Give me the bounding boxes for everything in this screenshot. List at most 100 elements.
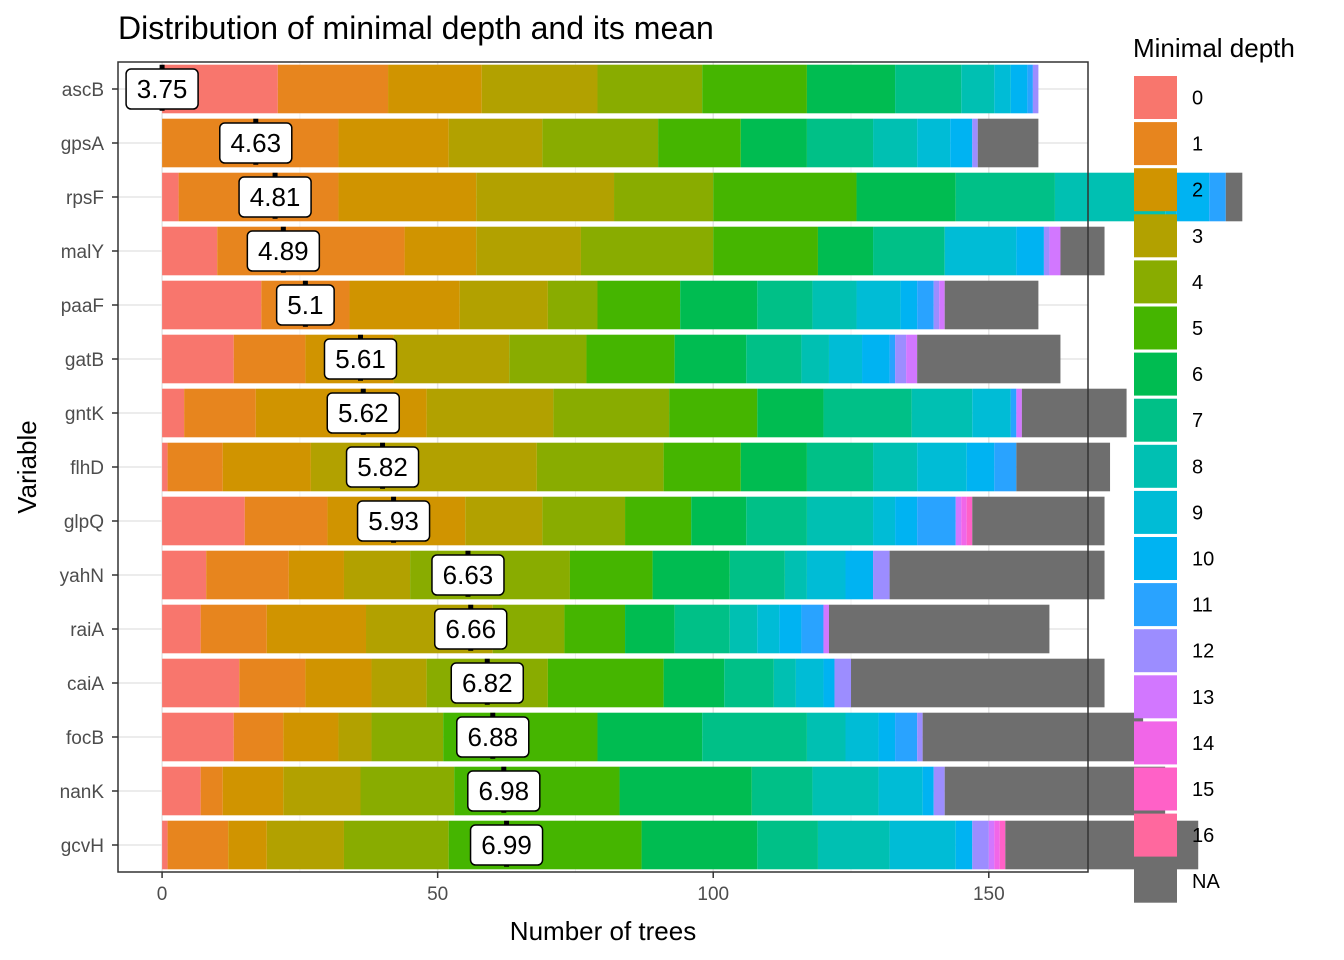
bar-segment [597, 712, 703, 762]
bar-segment [746, 334, 802, 384]
bar-segment [917, 712, 923, 762]
bar-segment [702, 712, 807, 762]
bar-segment [426, 388, 554, 438]
bar-segment [244, 496, 328, 546]
bar-segment [1209, 172, 1226, 222]
stacked-bars [162, 64, 1243, 870]
y-tick-label: paaF [61, 296, 104, 317]
bar-segment [277, 64, 389, 114]
bar-segment [476, 226, 581, 276]
legend-key [1134, 398, 1177, 442]
y-tick-label: glpQ [64, 512, 104, 533]
mean-label: 5.82 [357, 452, 408, 482]
mean-label-box [125, 68, 199, 110]
legend-key [1134, 352, 1177, 396]
bar-segment [917, 118, 951, 168]
y-tick-label: focB [66, 728, 104, 749]
legend-key [1134, 260, 1177, 304]
bar-segment [922, 766, 934, 816]
bar-segment [564, 604, 626, 654]
bar-segment [1032, 64, 1039, 114]
bar-segment [349, 280, 460, 330]
bar-segment [343, 820, 449, 870]
mean-label-box [219, 122, 293, 164]
legend-key [1134, 168, 1177, 212]
bar-segment [371, 658, 427, 708]
bar-segment [1049, 226, 1061, 276]
bar-segment [338, 712, 372, 762]
bar-segment [283, 766, 361, 816]
bar-segment [917, 496, 956, 546]
bar-segment [757, 604, 780, 654]
legend-key [1134, 813, 1177, 857]
y-tick-label: yahN [60, 566, 104, 587]
bar-segment [834, 658, 852, 708]
bar-segment [972, 118, 978, 168]
bar-segment [966, 496, 973, 546]
bar-segment [1010, 388, 1017, 438]
bar-segment [900, 280, 918, 330]
bar-segment [162, 496, 245, 546]
bar-segment [795, 658, 824, 708]
x-tick-label: 150 [973, 884, 1005, 905]
bar-segment [371, 712, 444, 762]
bar-segment [889, 820, 956, 870]
bar-segment [817, 226, 874, 276]
mean-label-box [356, 500, 431, 542]
bar-segment [553, 388, 670, 438]
bar-segment [812, 280, 857, 330]
legend-key [1134, 675, 1177, 719]
bar-segment [823, 604, 829, 654]
bar-segment [873, 550, 890, 600]
bar-segment [1176, 172, 1210, 222]
bar-segment [569, 550, 653, 600]
bar-segment [702, 64, 807, 114]
bar-segment [162, 280, 262, 330]
y-tick-label: gcvH [61, 836, 104, 857]
bar-segment [994, 442, 1017, 492]
bar-segment [360, 766, 455, 816]
bar-segment [509, 334, 587, 384]
legend-key [1134, 629, 1177, 673]
bar-segment [586, 334, 675, 384]
bar-segment [338, 118, 449, 168]
legend-label: 16 [1192, 825, 1214, 847]
y-tick-label: flhD [70, 458, 104, 479]
legend-key [1134, 76, 1177, 119]
bar-segment [806, 118, 874, 168]
mean-label-box [275, 284, 335, 326]
bar-segment [933, 766, 945, 816]
legend-key [1134, 306, 1177, 350]
bar-segment [222, 766, 284, 816]
bar-segment [889, 550, 1105, 600]
bar-segment [625, 496, 692, 546]
bar-segment [388, 64, 482, 114]
legend-key [1134, 721, 1177, 765]
bar-segment [955, 172, 1055, 222]
bar-segment [828, 604, 1050, 654]
legend-key [1134, 583, 1177, 627]
bar-segment [162, 604, 201, 654]
bar-segment [393, 334, 510, 384]
bar-segment [823, 388, 912, 438]
legend-key [1134, 490, 1177, 534]
bar-segment [845, 712, 879, 762]
bar-segment [922, 712, 1144, 762]
legend-label: 0 [1192, 88, 1203, 110]
bar-segment [972, 820, 989, 870]
bar-segment [1016, 388, 1022, 438]
bar-segment [944, 766, 1166, 816]
bar-segment [933, 280, 940, 330]
bar-segment [801, 604, 824, 654]
legend-label: 4 [1192, 272, 1203, 294]
bar-segment [200, 604, 267, 654]
legend-label: 2 [1192, 180, 1203, 202]
bar-segment [162, 226, 218, 276]
mean-markers: 3.75 4.63 4.81 4.89 5.1 5.61 5.62 5.82 5.93 6.63 6… [125, 64, 544, 870]
bar-segment [536, 442, 664, 492]
bar-segment [873, 118, 918, 168]
bar-segment [162, 712, 234, 762]
bar-segment [481, 64, 598, 114]
mean-label-box [323, 338, 398, 380]
bar-segment [955, 820, 973, 870]
